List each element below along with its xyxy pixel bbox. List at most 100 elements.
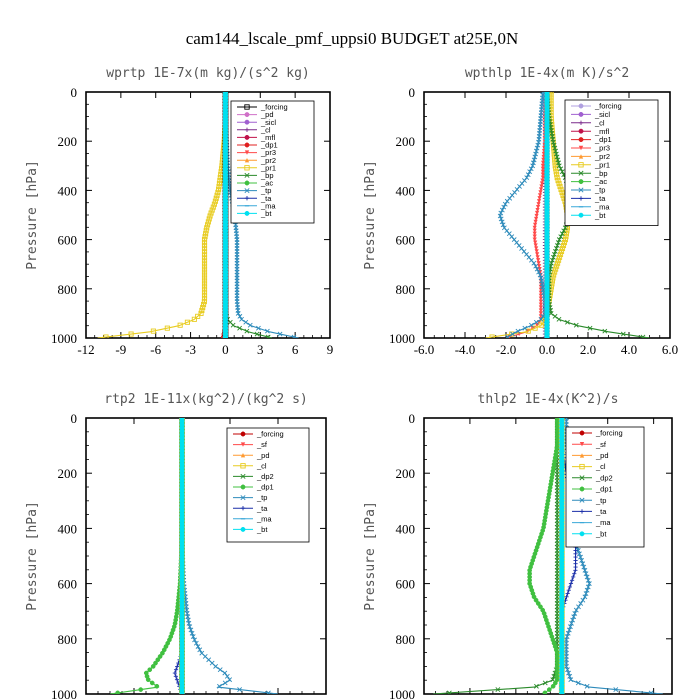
x-tick-label: -6: [150, 342, 161, 357]
y-tick-label: 1000: [389, 687, 415, 700]
data-point: [550, 275, 556, 281]
data-point: [540, 169, 545, 174]
data-point: [201, 240, 208, 246]
legend-entry: _bt: [571, 211, 606, 220]
data-point: [540, 163, 545, 168]
legend-marker: [244, 134, 250, 140]
data-point: [254, 331, 260, 337]
x-tick-label: 0: [222, 342, 229, 357]
data-point: [602, 328, 608, 334]
legend-entry: _cl: [237, 125, 271, 134]
legend-marker: [578, 179, 584, 185]
y-tick-label: 600: [58, 577, 78, 592]
data-point: [571, 574, 576, 580]
data-point: [217, 683, 222, 689]
data-point: [217, 175, 223, 181]
data-point: [540, 172, 545, 177]
data-point: [570, 617, 576, 623]
data-point: [157, 654, 163, 659]
data-point: [538, 190, 543, 195]
data-point: [190, 634, 196, 640]
legend-label: _tp: [260, 186, 271, 195]
data-point: [533, 597, 539, 603]
legend-label: _dp1: [260, 141, 278, 150]
data-point: [201, 299, 207, 305]
y-tick-label: 1000: [389, 331, 415, 346]
legend-marker: [240, 442, 246, 447]
data-point: [535, 252, 540, 257]
data-point: [153, 660, 158, 666]
panel-title: thlp2 1E-4x(K^2)/s: [478, 392, 619, 407]
data-point: [566, 588, 571, 593]
data-point: [620, 331, 626, 337]
y-axis-label: Pressure [hPa]: [25, 501, 40, 611]
data-point: [155, 657, 161, 663]
y-tick-label: 600: [58, 233, 78, 248]
data-point: [213, 663, 219, 669]
data-point: [103, 334, 109, 338]
data-point: [184, 319, 190, 325]
series-layer: [97, 92, 299, 338]
data-point: [206, 216, 212, 222]
x-tick-label: 40: [272, 698, 285, 700]
legend-entry: _bp: [237, 171, 274, 180]
data-point: [201, 266, 208, 272]
legend-entry: _cl: [572, 462, 606, 471]
data-point: [198, 310, 204, 316]
data-point: [552, 160, 558, 166]
data-point: [552, 680, 558, 686]
legend-entry: _pr1: [237, 163, 276, 172]
data-point: [529, 322, 534, 328]
data-point: [559, 169, 565, 175]
data-point: [556, 254, 563, 260]
data-point: [580, 561, 586, 567]
legend-entry: _dp1: [233, 483, 274, 492]
data-point: [562, 225, 568, 231]
legend-label: _bt: [256, 525, 268, 534]
data-point: [563, 231, 569, 237]
legend-marker: [579, 475, 585, 481]
data-point: [195, 644, 201, 649]
data-point: [201, 290, 208, 296]
data-point: [173, 667, 179, 672]
data-point: [212, 198, 218, 204]
legend-label: _ma: [260, 201, 276, 210]
data-point: [197, 647, 203, 653]
data-point: [553, 266, 559, 272]
legend-label: _forcing: [260, 103, 288, 112]
data-point: [191, 316, 197, 322]
legend-marker: [240, 473, 246, 479]
legend-label: _forcing: [256, 430, 284, 439]
data-point: [541, 160, 546, 165]
data-point: [237, 313, 243, 319]
data-point: [567, 673, 573, 679]
legend-marker: [244, 188, 250, 194]
data-point: [580, 597, 586, 603]
legend-label: _cl: [256, 461, 267, 470]
data-point: [239, 316, 244, 322]
data-point: [532, 234, 537, 239]
legend-marker: [578, 154, 584, 159]
data-point: [201, 281, 208, 287]
panel-2: wpthlp 1E-4x(m K)/s^2 Pressure [hPa] -6.0 -…: [363, 66, 678, 357]
data-point: [534, 246, 539, 251]
data-point: [150, 328, 156, 334]
data-point: [532, 228, 537, 233]
data-point: [235, 310, 241, 316]
series-dp1: [527, 418, 560, 694]
data-point: [536, 258, 541, 263]
legend-label: _mfl: [260, 133, 276, 142]
data-point: [556, 316, 562, 322]
data-point: [557, 251, 564, 257]
data-point: [227, 677, 233, 683]
data-point: [553, 246, 559, 251]
y-axis-label: Pressure [hPa]: [363, 501, 378, 611]
series-line: [433, 418, 558, 694]
legend-marker: [240, 463, 246, 469]
data-point: [560, 242, 567, 249]
data-point: [201, 272, 208, 278]
legend-marker: [578, 137, 584, 143]
x-tick-label: 6.0: [662, 342, 678, 357]
data-point: [230, 322, 236, 328]
